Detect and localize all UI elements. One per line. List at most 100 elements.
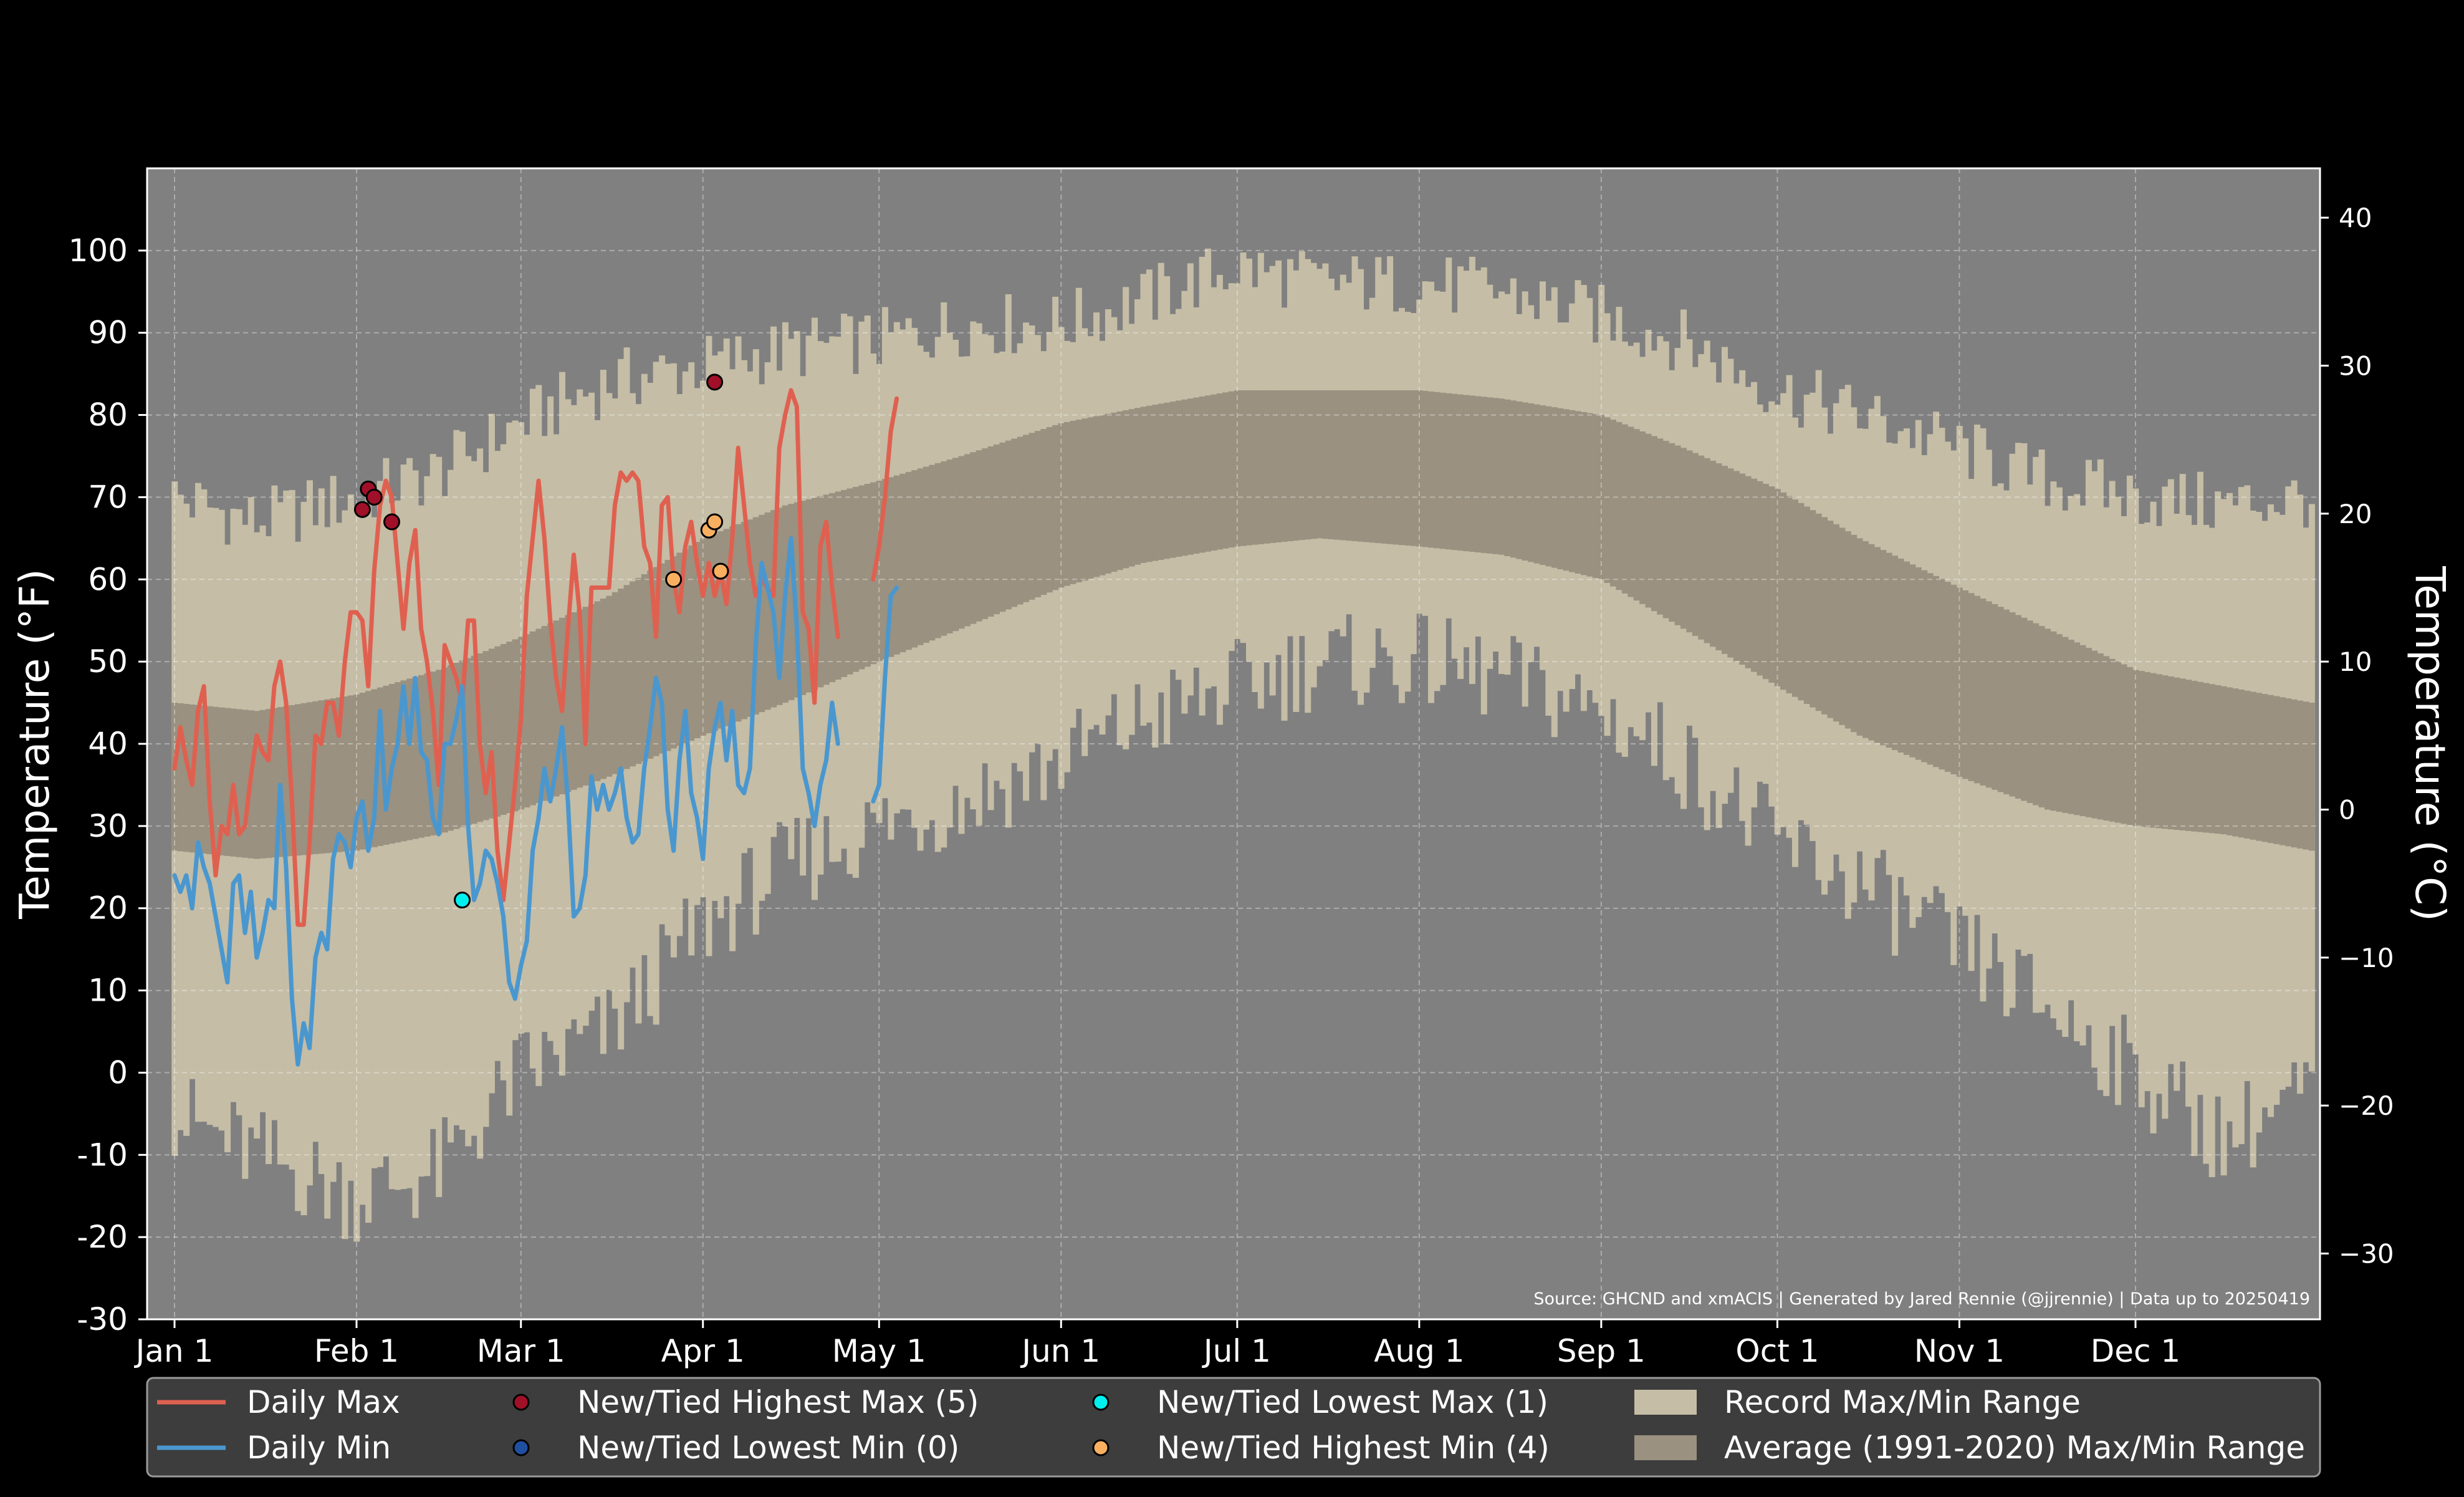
normal-range-bar <box>747 519 754 717</box>
y-tick-label: 40 <box>88 726 128 762</box>
normal-range-bar <box>823 494 830 685</box>
normal-range-bar <box>1205 395 1212 552</box>
normal-range-bar <box>1616 421 1623 590</box>
record-marker <box>383 513 401 531</box>
normal-range-bar <box>353 694 360 851</box>
normal-range-bar <box>987 446 994 617</box>
normal-range-bar <box>171 703 178 851</box>
record-range-bar <box>365 489 372 1223</box>
legend-label: Record Max/Min Range <box>1724 1384 2081 1420</box>
normal-range-bar <box>764 512 771 710</box>
normal-range-bar <box>1393 390 1399 545</box>
normal-range-bar <box>1733 471 1740 662</box>
normal-range-bar <box>2174 677 2180 830</box>
normal-range-bar <box>2026 620 2033 803</box>
normal-range-bar <box>1463 395 1470 552</box>
normal-range-bar <box>1328 390 1335 539</box>
normal-range-bar <box>1246 390 1253 546</box>
normal-range-bar <box>858 485 865 670</box>
normal-range-bar <box>371 689 378 847</box>
normal-range-bar <box>694 542 701 738</box>
normal-range-bar <box>2220 686 2227 835</box>
normal-range-bar <box>664 559 671 751</box>
record-range-bar <box>324 527 331 1219</box>
normal-range-bar <box>500 643 507 815</box>
normal-range-bar <box>1997 607 2004 792</box>
normal-range-bar <box>964 454 971 627</box>
normal-range-bar <box>941 461 947 636</box>
normal-range-bar <box>259 710 266 859</box>
normal-range-bar <box>588 604 595 784</box>
normal-range-bar <box>295 704 302 856</box>
normal-range-bar <box>1487 397 1493 554</box>
normal-range-bar <box>418 675 424 838</box>
normal-range-bar <box>893 475 900 655</box>
normal-range-bar <box>2121 664 2127 824</box>
normal-range-bar <box>1427 391 1435 548</box>
record-marker <box>365 488 383 506</box>
normal-range-bar <box>1651 436 1657 612</box>
y-tick-label: 20 <box>88 890 128 927</box>
normal-range-bar <box>1169 402 1176 558</box>
normal-range-bar <box>2256 693 2263 841</box>
normal-range-bar <box>676 552 683 746</box>
normal-range-bar <box>318 700 325 854</box>
normal-range-bar <box>2050 631 2057 811</box>
normal-range-bar <box>565 615 572 792</box>
normal-range-bar <box>1557 408 1564 569</box>
normal-range-bar <box>1269 390 1276 543</box>
normal-range-bar <box>2267 695 2274 844</box>
series-lines <box>172 388 899 1067</box>
normal-range-bar <box>641 574 648 762</box>
normal-range-bar <box>1973 595 1980 784</box>
normal-range-bar <box>1469 395 1475 552</box>
normal-range-bar <box>1305 390 1311 540</box>
normal-range-bar <box>265 709 272 859</box>
normal-range-bar <box>1821 517 1828 715</box>
normal-range-bar <box>2191 680 2198 832</box>
normal-range-bar <box>882 479 889 660</box>
normal-range-bar <box>1457 394 1464 551</box>
record-marker <box>706 513 724 531</box>
y-tick-label: -30 <box>77 1301 128 1337</box>
y-right-tick-label: 30 <box>2339 350 2372 381</box>
x-tick-label: Dec 1 <box>2091 1333 2180 1369</box>
normal-range-bar <box>1070 420 1076 584</box>
legend-label: New/Tied Lowest Max (1) <box>1157 1384 1548 1420</box>
normal-range-bar <box>2167 676 2174 830</box>
normal-range-bar <box>1868 544 1875 741</box>
record-range-bar <box>359 501 366 1205</box>
normal-range-bar <box>383 685 390 845</box>
normal-range-bar <box>1886 552 1892 748</box>
normal-range-bar <box>213 706 219 855</box>
normal-range-bar <box>1757 481 1763 676</box>
legend-label: New/Tied Lowest Min (0) <box>577 1430 959 1466</box>
normal-range-bar <box>1158 403 1164 560</box>
normal-range-bar <box>1516 401 1523 559</box>
normal-range-bar <box>312 701 319 854</box>
normal-range-bar <box>1580 412 1587 575</box>
normal-range-bar <box>811 498 818 690</box>
normal-range-bar <box>1492 398 1499 554</box>
normal-range-bar <box>459 660 466 827</box>
normal-range-bar <box>1011 438 1018 607</box>
normal-range-bar <box>324 699 331 854</box>
normal-range-bar <box>1551 407 1558 568</box>
x-tick-label: Sep 1 <box>1557 1333 1646 1369</box>
normal-range-bar <box>1275 390 1282 542</box>
normal-range-bar <box>1111 412 1118 572</box>
normal-range-bar <box>923 466 929 643</box>
normal-range-bar <box>395 682 401 843</box>
normal-range-bar <box>1810 510 1816 708</box>
normal-range-bar <box>629 581 636 767</box>
normal-range-bar <box>2308 703 2315 851</box>
normal-range-bar <box>1815 513 1822 711</box>
y-tick-label: 70 <box>88 479 128 515</box>
y-right-tick-label: −30 <box>2339 1239 2394 1269</box>
normal-range-bar <box>201 705 208 854</box>
normal-range-bar <box>999 442 1006 612</box>
chart-title: 2025 Temperatures For Crossville Mem Ap,… <box>641 6 1822 65</box>
normal-range-bar <box>1968 593 1975 781</box>
normal-range-bar <box>1539 405 1546 566</box>
normal-range-bar <box>547 623 554 799</box>
